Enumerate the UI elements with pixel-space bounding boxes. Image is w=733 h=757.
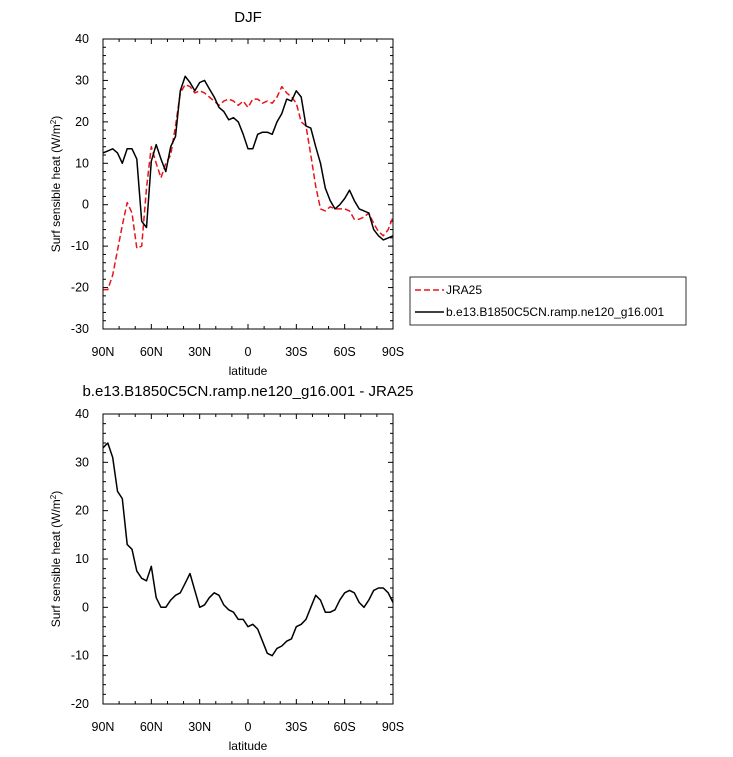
y-tick-label: -10	[71, 649, 89, 663]
y-tick-label: -20	[71, 281, 89, 295]
x-axis-label: latitude	[229, 739, 268, 753]
legend-label-model: b.e13.B1850C5CN.ramp.ne120_g16.001	[446, 305, 664, 319]
x-tick-label: 60S	[334, 345, 356, 359]
bottom-chart: b.e13.B1850C5CN.ramp.ne120_g16.001 - JRA…	[49, 383, 414, 753]
y-axis-label: Surf sensible heat (W/m2)	[49, 491, 63, 628]
series-line-difference	[102, 442, 394, 657]
y-axis-label: Surf sensible heat (W/m2)	[49, 116, 63, 253]
axis-ticks: -30 -20 -10 0 10 20 30 40 90N 60N 30N 0 30S 60S 90S	[71, 32, 404, 359]
y-tick-label: 0	[82, 600, 89, 614]
chart-title: b.e13.B1850C5CN.ramp.ne120_g16.001 - JRA…	[82, 383, 413, 400]
x-tick-label: 30N	[188, 345, 211, 359]
x-tick-label: 90N	[92, 720, 115, 734]
y-tick-label: 30	[75, 73, 89, 87]
x-axis-label: latitude	[229, 364, 268, 378]
x-tick-label: 30S	[285, 345, 307, 359]
x-tick-label: 60S	[334, 720, 356, 734]
y-tick-label: 0	[82, 198, 89, 212]
y-tick-label: -10	[71, 239, 89, 253]
y-tick-label: 20	[75, 504, 89, 518]
series-line-b-e13-b1850c5cn-ramp-ne120-g16-001	[102, 75, 394, 241]
y-tick-label: -20	[71, 697, 89, 711]
y-tick-label: 20	[75, 115, 89, 129]
x-tick-label: 0	[245, 720, 252, 734]
x-tick-label: 90N	[92, 345, 115, 359]
plot-frame	[102, 413, 394, 705]
x-tick-label: 90S	[382, 345, 404, 359]
y-tick-label: 10	[75, 156, 89, 170]
x-tick-label: 60N	[140, 720, 163, 734]
legend-label-jra25: JRA25	[446, 283, 482, 297]
x-tick-label: 90S	[382, 720, 404, 734]
y-tick-label: -30	[71, 322, 89, 336]
y-tick-label: 10	[75, 552, 89, 566]
series-line-jra25	[103, 83, 394, 291]
y-tick-label: 30	[75, 455, 89, 469]
top-chart: DJF -30 -20 -10 0 10 20 30 40 90N 60N 30N 0 30S 60S 90…	[49, 9, 404, 378]
axis-ticks: -20 -10 0 10 20 30 40 90N 60N 30N 0 30S 60S 90S	[71, 407, 404, 734]
chart-title: DJF	[234, 9, 262, 26]
x-tick-label: 30S	[285, 720, 307, 734]
series-layer	[102, 442, 394, 657]
y-tick-label: 40	[75, 407, 89, 421]
x-tick-label: 60N	[140, 345, 163, 359]
y-tick-label: 40	[75, 32, 89, 46]
series-layer	[102, 75, 394, 291]
plot-frame	[102, 38, 394, 330]
x-tick-label: 0	[245, 345, 252, 359]
x-tick-label: 30N	[188, 720, 211, 734]
legend: JRA25 b.e13.B1850C5CN.ramp.ne120_g16.001	[409, 276, 687, 326]
legend-box	[409, 276, 687, 326]
